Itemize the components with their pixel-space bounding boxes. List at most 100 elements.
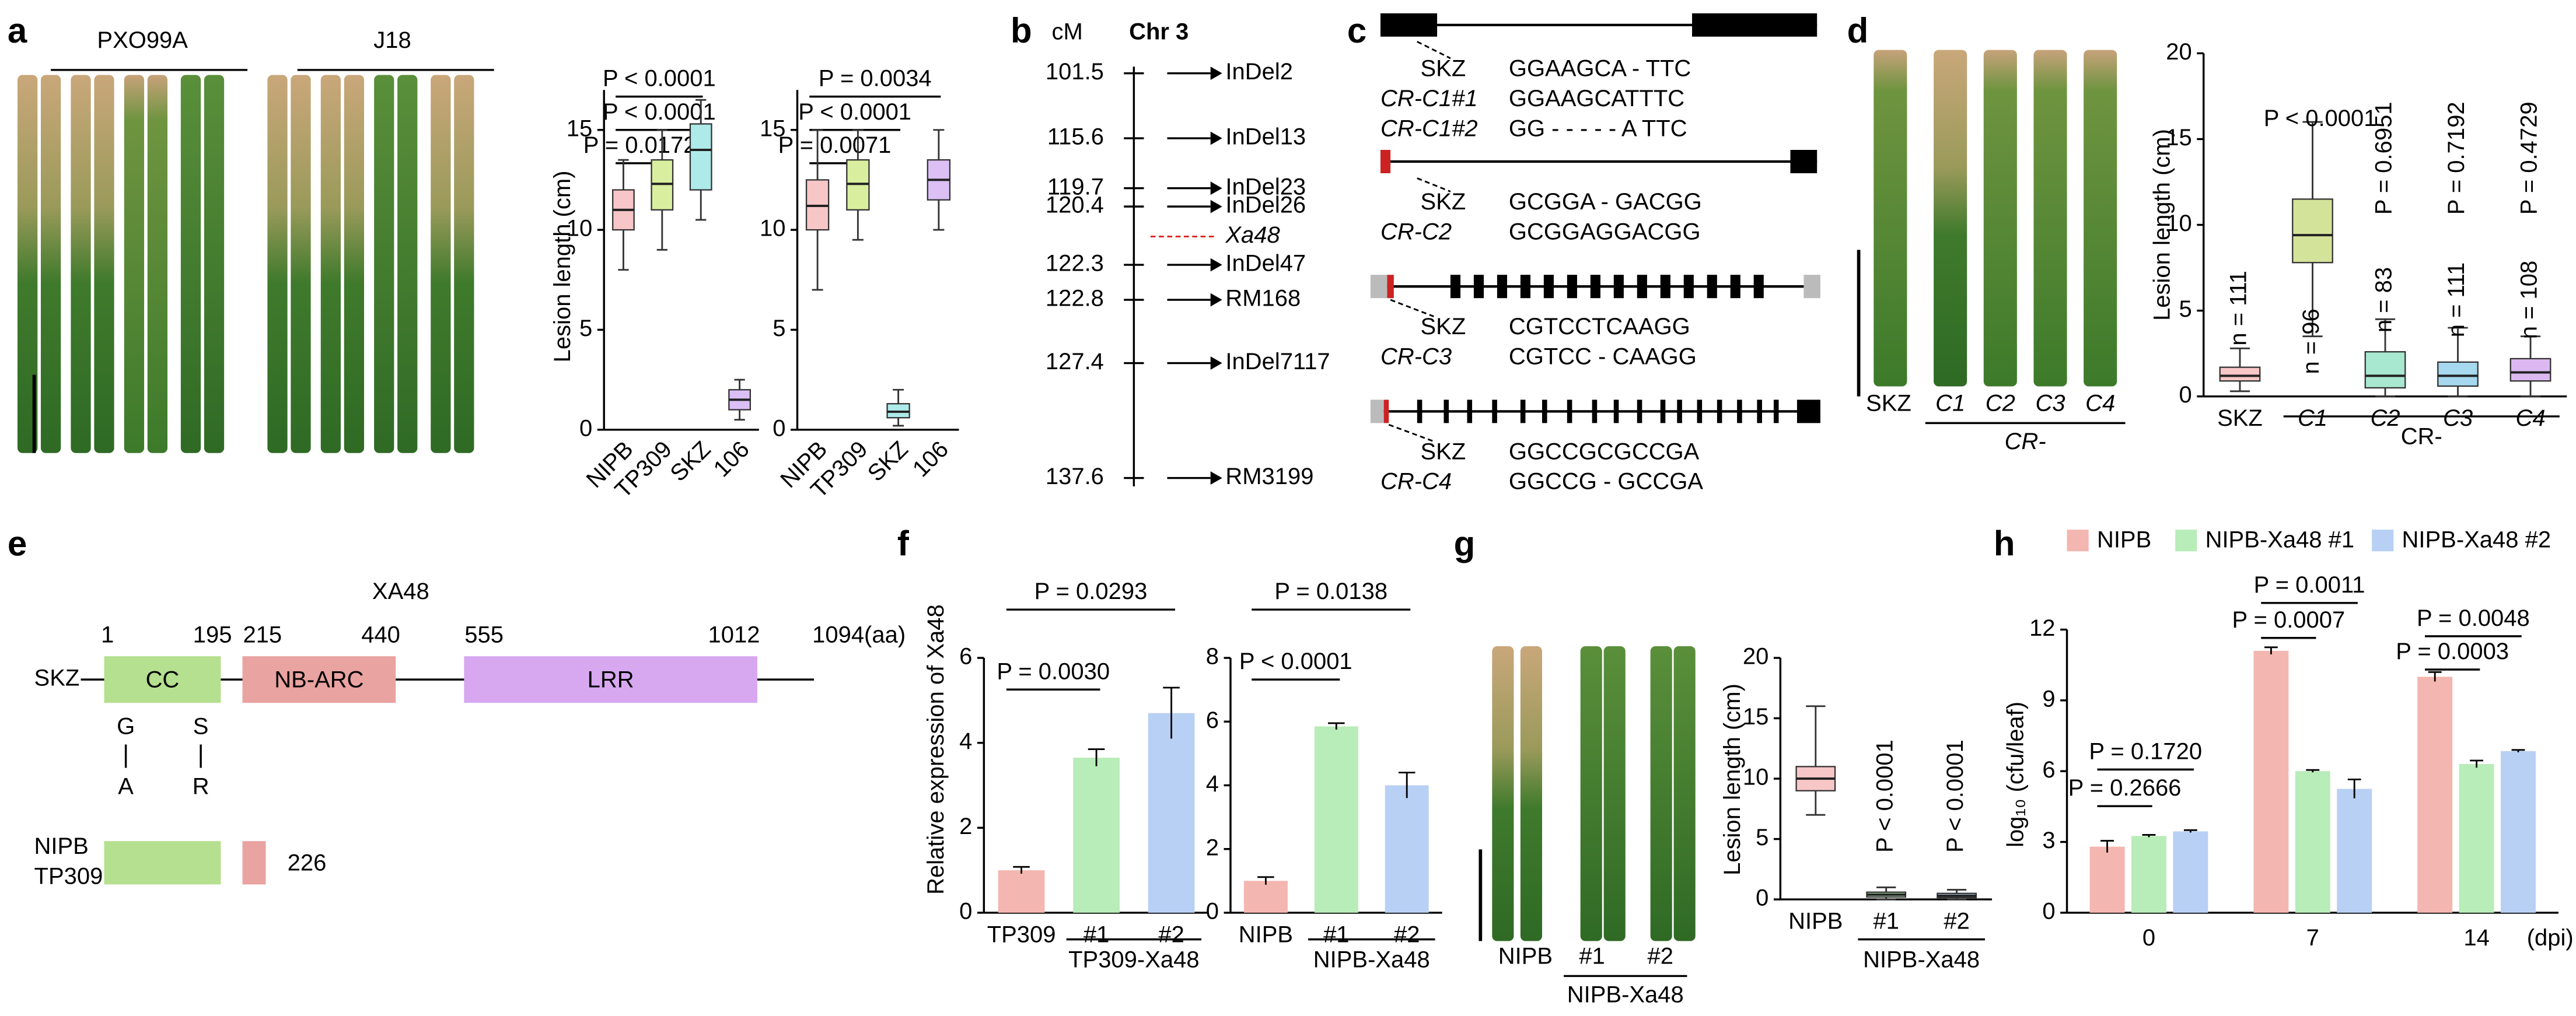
bar [2295,771,2330,913]
position: 122.3 [1046,251,1104,276]
line-name: SKZ [1421,189,1466,215]
leaf-label: C4 [2085,391,2115,416]
y-tick-label: 4 [959,728,972,754]
position: 101.5 [1046,59,1104,85]
sequence: CGTCCTCAAGG [1509,314,1690,339]
unit: cM [1051,19,1082,45]
domain [464,656,757,703]
marker: RM168 [1225,286,1301,311]
leaf [344,75,364,453]
leaf [397,75,418,453]
box [2509,358,2551,382]
position: 120.4 [1046,192,1104,218]
arrow-head [1210,131,1222,145]
group-label: CR- [2005,429,2046,454]
line-name: CR-C4 [1380,469,1452,495]
annotation: P < 0.0001 [1942,740,1968,853]
line-name: CR-C1#2 [1380,115,1478,141]
group-label: CR- [2401,424,2442,450]
x-tick-label: 7 [2306,925,2319,951]
exon [1737,400,1742,423]
marker: InDel2 [1225,59,1293,85]
exon [1590,275,1600,299]
leaf-photo [1492,646,1696,941]
exon [1467,400,1473,423]
exon [1773,400,1779,423]
legend-swatch [2067,530,2089,552]
y-tick-label: 5 [1756,825,1768,850]
exon [1660,400,1666,423]
x-tick-label: C1 [2298,405,2327,431]
x-tick-label: SKZ [2217,405,2263,431]
exon [1697,400,1703,423]
annotation: P < 0.0001 [2264,106,2377,131]
line-name: CR-C2 [1380,219,1452,244]
y-tick-label: 15 [567,115,592,141]
residue: S [193,714,209,740]
x-tick-label: #2 [1944,909,1969,934]
sequence: GGAAGCATTTC [1509,86,1684,111]
y-axis-label: log₁₀ (cfu/leaf) [2002,702,2028,847]
residue: R [193,773,209,799]
x-tick-label: 14 [2463,925,2489,951]
exon [1796,400,1820,423]
exon [1637,400,1642,423]
leaf [94,75,114,453]
bar [2173,831,2208,913]
y-tick-label: 10 [567,216,592,241]
leaf [1874,50,1907,387]
legend-label: NIPB-Xa48 #1 [2205,527,2355,553]
x-tick-label: 0 [2142,925,2155,951]
sequence: CGTCC - CAAGG [1509,344,1697,370]
line-label: TP309 [34,864,103,889]
panel-letter: e [8,524,27,563]
bar [2089,846,2125,913]
y-tick-label: 12 [2029,615,2055,641]
annotation: P = 0.0138 [1274,579,1387,604]
domain [242,656,396,703]
x-tick-label: #1 [1323,922,1349,947]
y-tick-label: 6 [2042,757,2055,783]
position: 122.8 [1046,286,1104,311]
exon [1497,275,1508,299]
leaf [454,75,474,453]
bar [2459,764,2494,913]
panel-letter: h [1994,524,2015,563]
leaf [374,75,394,453]
marker: RM3199 [1225,464,1313,489]
exon [1520,275,1531,299]
exon [1730,275,1740,299]
exon [1717,400,1722,423]
residue: A [118,773,134,799]
y-tick-label: 5 [773,316,785,341]
y-tick-label: 10 [1743,765,1768,790]
bar [1385,785,1429,913]
panel-letter: f [897,524,910,563]
y-axis-label: Lesion length (cm) [2149,129,2175,321]
strain-label: J18 [373,27,411,53]
y-tick-label: 0 [1206,899,1219,924]
chromosome: Chr 3 [1129,19,1189,45]
position: 119.7 [1047,174,1104,199]
bar [1314,726,1358,913]
leaf [18,75,38,453]
n-label: n = 96 [2298,309,2324,374]
marker: InDel7117 [1225,349,1330,374]
y-tick-label: 3 [2042,828,2055,853]
exon [1417,400,1422,423]
exon [1660,275,1670,299]
annotation: P < 0.0001 [1872,740,1897,853]
box [2219,366,2261,382]
annotation: P = 0.0293 [1034,579,1148,604]
genetic-map: 101.5 InDel2 115.6 InDel13 119.7 InDel23 120.4… [1046,59,1330,489]
leaf [431,75,451,453]
group-label: NIPB-Xa48 [1863,947,1980,972]
panel-letter: b [1011,11,1032,50]
x-tick-label: #1 [1873,909,1899,934]
y-tick-label: 10 [2166,211,2191,236]
domain-label: NB-ARC [274,667,363,693]
annotation: P = 0.0030 [997,658,1110,684]
exon [1443,400,1449,423]
legend-swatch [2372,530,2394,552]
